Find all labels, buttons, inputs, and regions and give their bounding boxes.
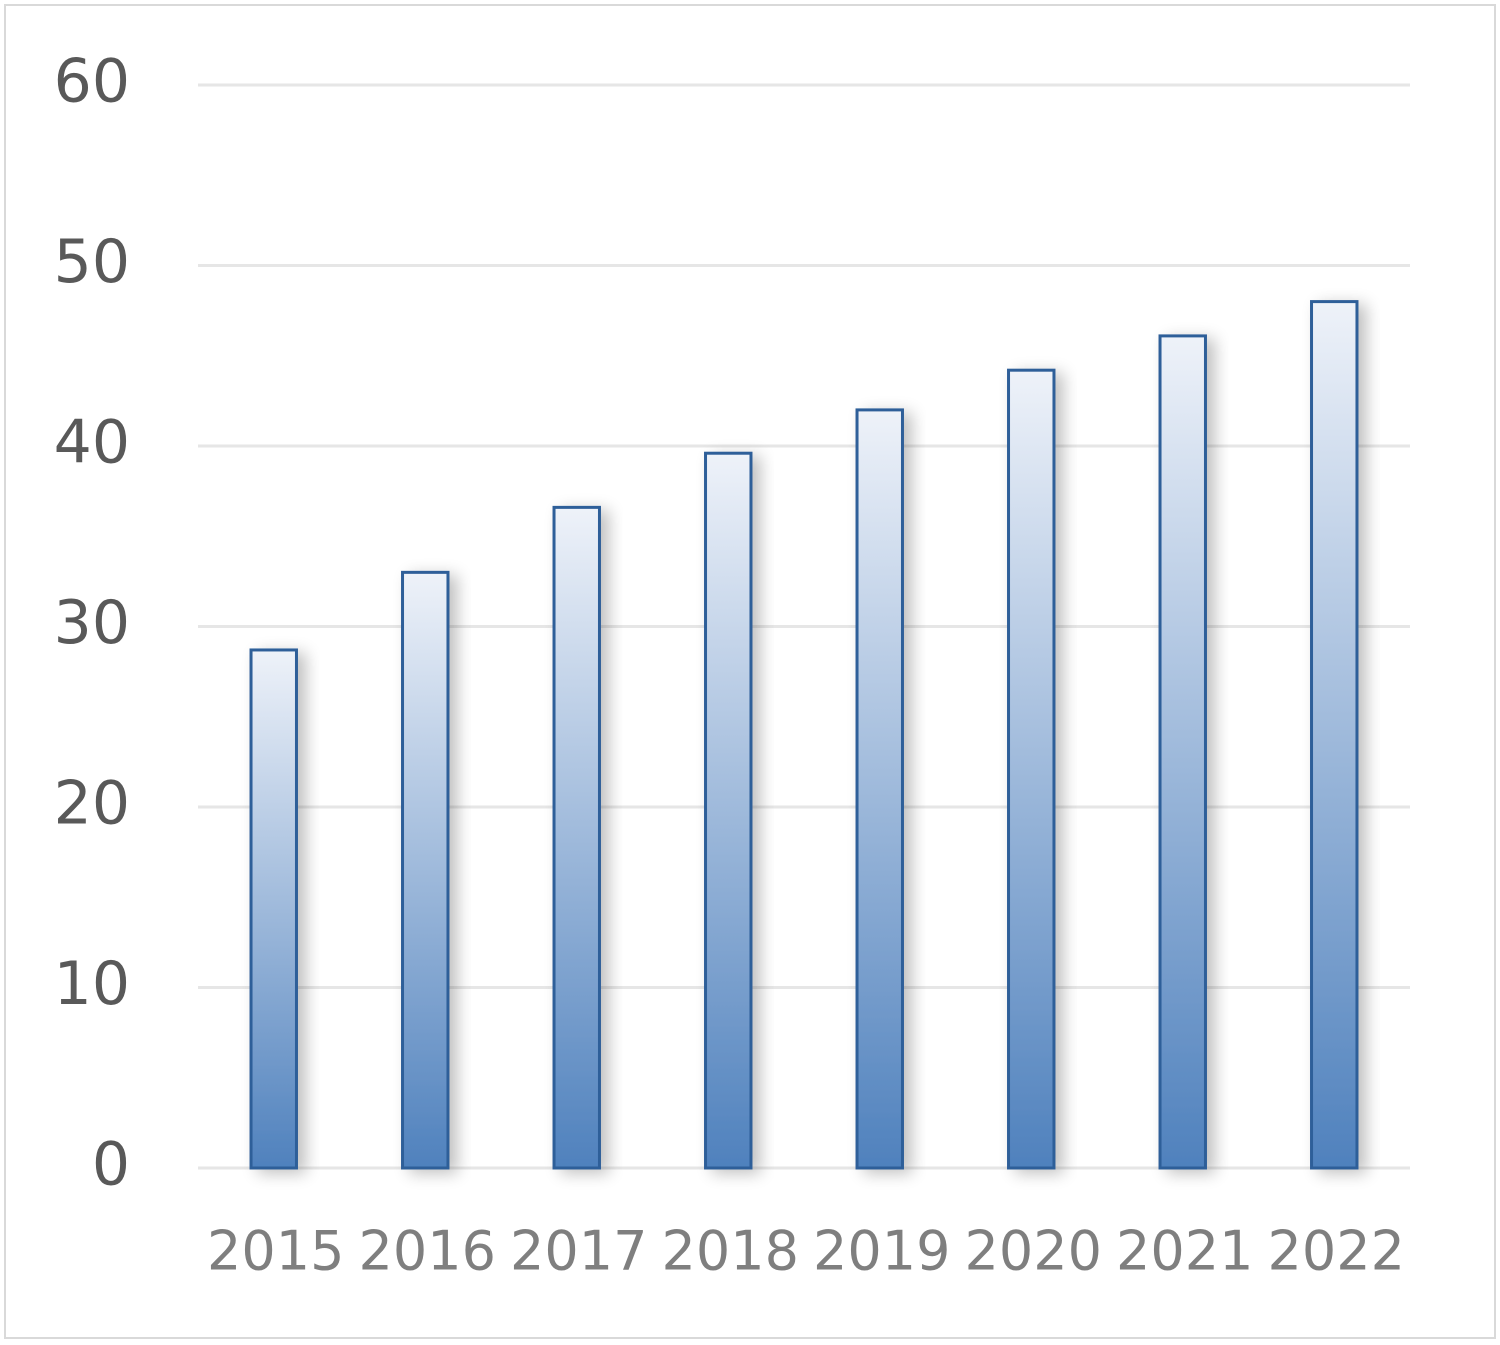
x-tick-label: 2021 — [1116, 1220, 1253, 1283]
x-tick-label: 2019 — [813, 1220, 950, 1283]
x-tick-label: 2018 — [662, 1220, 799, 1283]
y-tick-label: 40 — [54, 408, 130, 478]
bar — [855, 408, 904, 1170]
x-tick-label: 2022 — [1268, 1220, 1405, 1283]
x-tick-label: 2016 — [359, 1220, 496, 1283]
bar — [1310, 300, 1359, 1170]
y-tick-label: 30 — [54, 588, 130, 658]
bar — [1007, 368, 1056, 1170]
y-tick-label: 0 — [92, 1130, 130, 1200]
x-tick-label: 2020 — [965, 1220, 1102, 1283]
y-tick-label: 10 — [54, 949, 130, 1019]
bar — [552, 505, 601, 1170]
y-tick-label: 50 — [54, 227, 130, 297]
bar — [704, 451, 753, 1170]
y-tick-label: 20 — [54, 769, 130, 839]
bar — [249, 648, 298, 1170]
x-tick-label: 2017 — [510, 1220, 647, 1283]
bar — [401, 570, 450, 1170]
y-tick-label: 60 — [54, 47, 130, 117]
bar — [1158, 334, 1207, 1170]
x-tick-label: 2015 — [207, 1220, 344, 1283]
